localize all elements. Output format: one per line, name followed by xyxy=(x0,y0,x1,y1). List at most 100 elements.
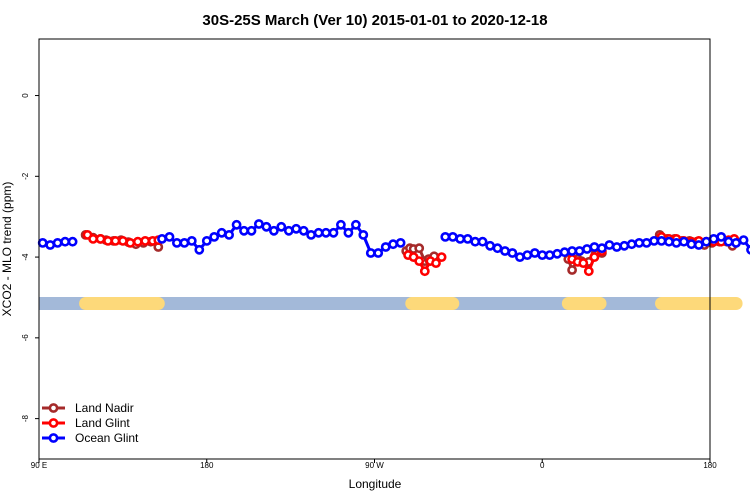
data-point xyxy=(619,240,630,251)
data-point xyxy=(67,236,78,247)
data-point xyxy=(567,265,577,275)
data-point xyxy=(231,219,242,230)
data-point xyxy=(276,221,287,232)
data-point xyxy=(477,236,488,247)
data-point xyxy=(164,231,175,242)
legend-marker xyxy=(48,418,59,428)
data-point xyxy=(321,227,331,238)
y-axis: 0 -2 -4 -6 -8 xyxy=(21,93,39,422)
series-layer xyxy=(37,219,750,277)
data-point xyxy=(201,235,212,246)
data-point xyxy=(224,229,234,240)
data-point xyxy=(578,258,589,268)
data-point xyxy=(171,237,182,248)
data-point xyxy=(194,244,205,255)
data-point xyxy=(583,266,594,277)
data-point xyxy=(186,235,197,246)
data-point xyxy=(455,233,466,244)
data-point xyxy=(283,225,294,236)
data-point xyxy=(552,248,563,259)
data-point xyxy=(343,227,354,238)
y-tick-label: -4 xyxy=(21,253,30,261)
data-point xyxy=(746,245,750,255)
legend-label: Land Glint xyxy=(75,416,130,430)
data-point xyxy=(686,239,697,250)
legend-marker xyxy=(48,433,59,443)
data-point xyxy=(693,240,704,250)
data-point xyxy=(298,225,309,236)
data-point xyxy=(328,227,339,238)
data-point xyxy=(641,237,652,248)
series-land-glint xyxy=(82,229,740,277)
data-point xyxy=(582,244,592,254)
data-point xyxy=(239,225,249,236)
data-point xyxy=(507,248,518,258)
series-ocean-glint xyxy=(37,219,750,262)
data-point xyxy=(515,252,525,262)
data-point xyxy=(529,248,540,258)
data-point xyxy=(522,250,533,260)
x-tick-label: 0 xyxy=(540,461,545,470)
x-axis: 90 E 180 90 W 0 180 xyxy=(31,459,717,470)
data-point xyxy=(708,233,719,244)
x-axis-label: Longitude xyxy=(349,477,402,491)
data-point xyxy=(589,242,600,252)
data-point xyxy=(500,246,510,256)
data-point xyxy=(140,235,151,246)
data-point xyxy=(431,258,441,268)
chart-title: 30S-25S March (Ver 10) 2015-01-01 to 202… xyxy=(202,12,547,29)
data-point xyxy=(373,248,384,258)
data-point xyxy=(157,233,167,244)
data-point xyxy=(110,235,121,246)
data-point xyxy=(37,237,48,248)
data-point xyxy=(358,229,369,240)
data-point xyxy=(716,231,727,242)
data-point xyxy=(597,243,607,254)
data-point xyxy=(414,243,425,254)
x-tick-label: 180 xyxy=(703,461,717,470)
y-tick-label: -2 xyxy=(21,172,30,180)
data-point xyxy=(388,239,398,250)
y-tick-label: -6 xyxy=(21,334,30,342)
x-tick-label: 180 xyxy=(200,461,214,470)
data-point xyxy=(656,235,667,246)
data-point xyxy=(118,235,128,246)
data-point xyxy=(589,252,600,262)
data-point xyxy=(335,219,346,230)
data-point xyxy=(306,229,316,240)
data-point xyxy=(261,221,272,232)
data-point xyxy=(419,266,430,277)
y-axis-label: XCO2 - MLO trend (ppm) xyxy=(0,182,14,317)
data-point xyxy=(679,236,689,247)
legend-label: Land Nadir xyxy=(75,401,134,415)
data-point xyxy=(671,237,682,248)
data-point xyxy=(440,231,451,242)
data-point xyxy=(253,219,264,229)
data-point xyxy=(462,233,473,244)
legend-marker xyxy=(48,403,59,413)
data-point xyxy=(95,233,106,244)
data-point xyxy=(60,236,70,247)
y-tick-label: -8 xyxy=(21,415,30,423)
data-point xyxy=(132,236,143,247)
data-point xyxy=(604,240,615,250)
data-point xyxy=(414,256,425,266)
data-point xyxy=(723,236,734,247)
data-point xyxy=(395,237,406,248)
x-tick-label: 90 E xyxy=(31,461,47,470)
data-point xyxy=(52,237,63,248)
data-point xyxy=(731,237,741,248)
data-point xyxy=(350,219,361,230)
data-point xyxy=(559,247,570,258)
data-point xyxy=(611,242,622,252)
data-point xyxy=(574,246,585,256)
legend-label: Ocean Glint xyxy=(75,431,139,445)
x-tick-label: 90 W xyxy=(365,461,384,470)
data-point xyxy=(209,231,220,242)
data-point xyxy=(179,237,190,248)
data-point xyxy=(246,225,257,236)
data-point xyxy=(436,252,447,262)
data-point xyxy=(544,250,555,260)
